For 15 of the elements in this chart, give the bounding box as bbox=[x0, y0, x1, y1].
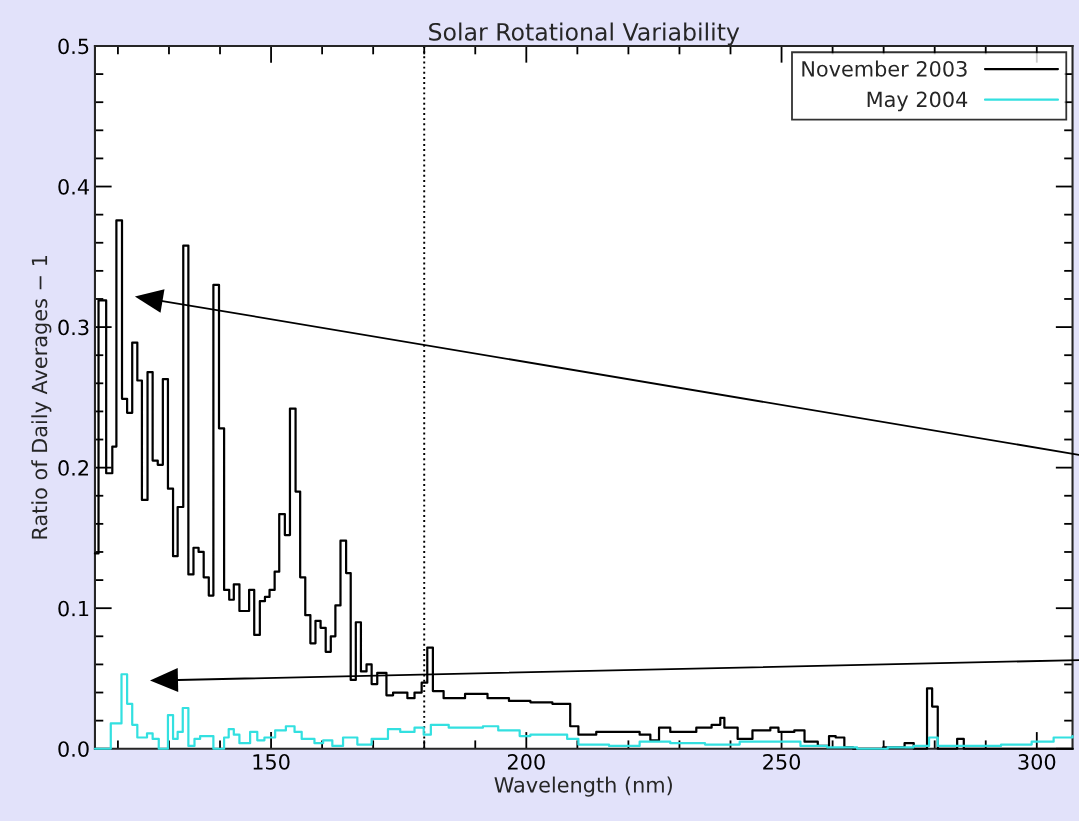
x-axis-title: Wavelength (nm) bbox=[494, 776, 672, 797]
legend-label: November 2003 bbox=[802, 60, 967, 77]
x-tick-label: 250 bbox=[763, 753, 801, 770]
y-tick-label: 0.1 bbox=[58, 600, 89, 617]
y-tick-label: 0.2 bbox=[58, 460, 89, 476]
y-tick-label: 0.5 bbox=[58, 38, 89, 55]
y-axis-title: Ratio of Daily Averages − 1 bbox=[31, 256, 52, 539]
x-tick-label: 200 bbox=[507, 753, 545, 770]
y-tick-label: 0.0 bbox=[58, 741, 89, 757]
chart-title: Solar Rotational Variability bbox=[429, 22, 740, 46]
x-tick-label: 300 bbox=[1018, 753, 1056, 770]
x-tick-label: 150 bbox=[253, 753, 290, 770]
y-tick-label: 0.4 bbox=[58, 178, 89, 195]
y-tick-label: 0.3 bbox=[58, 319, 89, 336]
legend-label: May 2004 bbox=[867, 91, 968, 112]
